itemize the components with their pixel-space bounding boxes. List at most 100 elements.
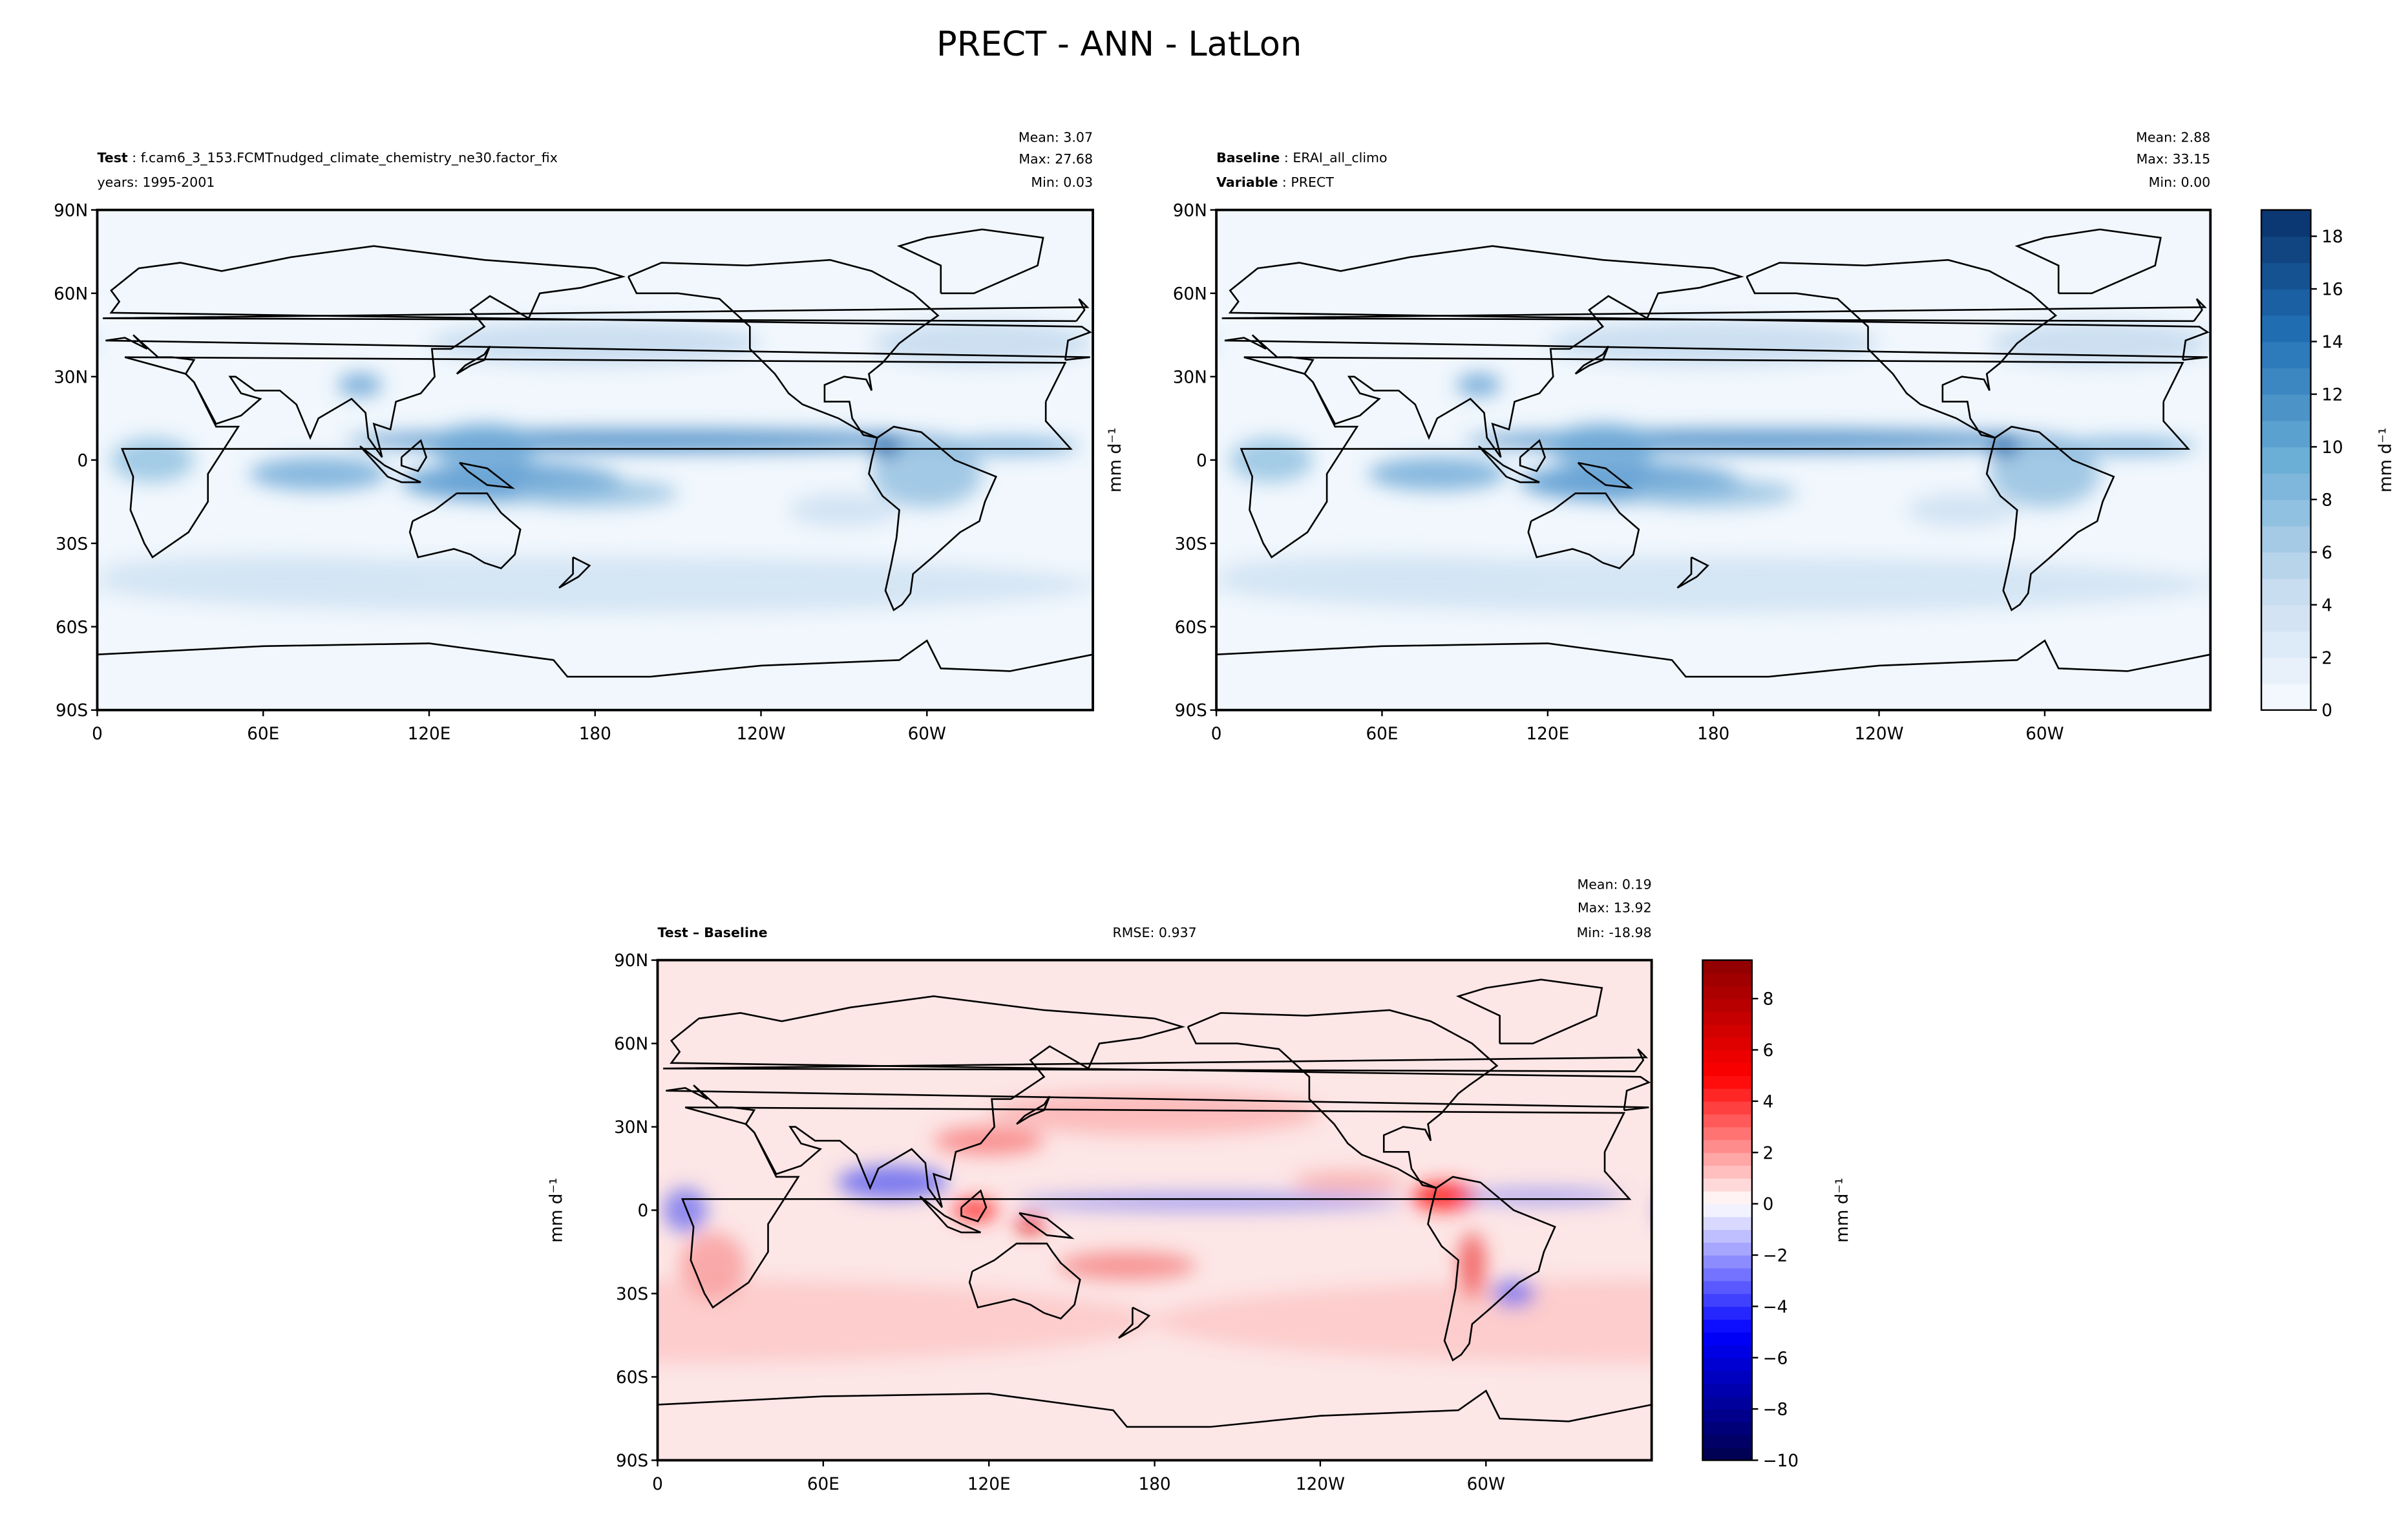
coastline <box>657 1404 658 1406</box>
coastline <box>1519 439 1547 472</box>
colorbar-tick-label: 2 <box>1763 1144 1774 1163</box>
field-contour <box>249 457 388 491</box>
lat-tick-label: 30S <box>616 1285 648 1304</box>
colorbar-tick-label: −2 <box>1763 1247 1788 1266</box>
coastline <box>1216 639 2211 678</box>
field-contour <box>111 438 195 483</box>
map-diff <box>0 960 2397 1461</box>
header-line: Test : f.cam6_3_153.FCMTnudged_climate_c… <box>97 150 557 166</box>
coastline <box>0 229 48 293</box>
field-contour <box>299 1171 409 1193</box>
colorbar-level <box>1702 1062 1752 1076</box>
field-contour <box>337 374 383 396</box>
stat-min: Min: 0.00 <box>2149 174 2211 190</box>
y-axis-label: mm d⁻¹ <box>1106 427 1125 492</box>
lon-tick-label: 60W <box>2025 724 2064 744</box>
colorbar-tick-label: −6 <box>1763 1349 1788 1368</box>
colorbar-level <box>1702 1383 1752 1397</box>
colorbar-tick-label: 14 <box>2321 333 2343 352</box>
lat-tick-label: 30N <box>54 368 88 387</box>
colorbar-level <box>1702 1050 1752 1064</box>
header-key: Variable <box>1216 174 1278 190</box>
colorbar-level <box>1702 1229 1752 1243</box>
lon-tick-label: 120W <box>1854 724 1903 744</box>
field-contour <box>2058 438 2197 455</box>
stat-min: Min: -18.98 <box>1577 925 1652 940</box>
coastline <box>663 1048 1649 1072</box>
field-contour <box>429 423 540 469</box>
coastline <box>2113 1307 2143 1338</box>
colorbar-level <box>2261 447 2311 474</box>
field-contour <box>512 479 679 507</box>
coastline <box>1914 1196 1974 1232</box>
coastline <box>0 427 1 610</box>
coastline <box>1019 1212 1075 1240</box>
field-contour <box>97 554 430 588</box>
lat-tick-label: 90S <box>616 1452 648 1471</box>
colorbar-tick-label: 6 <box>1763 1041 1774 1061</box>
field-contour <box>657 1280 1155 1363</box>
header-value: years: 1995-2001 <box>97 174 215 190</box>
coastline <box>919 1196 981 1234</box>
lon-tick-label: 120W <box>736 724 785 744</box>
lon-tick-label: 120E <box>1526 724 1569 744</box>
field-contour <box>788 493 900 527</box>
colorbar-level <box>2261 525 2311 553</box>
colorbar-level <box>2261 289 2311 316</box>
stat-max: Max: 13.92 <box>1578 900 1652 916</box>
colorbar-level <box>1702 1306 1752 1320</box>
field-contour <box>2011 1216 2038 1232</box>
map-test <box>0 209 1093 710</box>
coastline <box>657 1390 1652 1428</box>
colorbar-tick-label: −10 <box>1763 1452 1799 1471</box>
lat-tick-label: 90N <box>1173 201 1207 220</box>
colorbar-tick-label: 8 <box>1763 990 1774 1009</box>
colorbar-level <box>1702 1126 1752 1141</box>
header-line: years: 1995-2001 <box>97 174 215 190</box>
colorbar-level <box>1702 1178 1752 1192</box>
colorbar-level <box>1702 1434 1752 1448</box>
field-contour <box>1368 457 1506 491</box>
colorbar-level <box>1702 1114 1752 1128</box>
colorbar-level <box>1702 1447 1752 1461</box>
field-contour <box>1547 321 1879 366</box>
field-contour <box>2011 1194 2397 1210</box>
coastline <box>359 445 421 483</box>
field-contour <box>1989 440 2100 507</box>
field-contour <box>679 1232 746 1300</box>
coastline <box>103 298 1090 322</box>
colorbar-level <box>1702 1216 1752 1231</box>
field-contour <box>464 1232 492 1299</box>
colorbar-frame <box>1702 959 1753 1461</box>
colorbar-level <box>1702 1011 1752 1025</box>
field-contour <box>837 1165 948 1200</box>
field-contour <box>417 1183 484 1210</box>
colorbar-level <box>1702 960 1752 974</box>
colorbar-level <box>2261 604 2311 632</box>
colorbar-level <box>1702 1332 1752 1346</box>
lat-tick-label: 0 <box>77 451 88 470</box>
map-baseline <box>1216 209 2211 710</box>
coastline <box>434 1177 561 1360</box>
colorbar-level <box>2261 368 2311 395</box>
field-contour <box>1947 1199 1991 1221</box>
colorbar-level <box>1702 1396 1752 1410</box>
stat-mean: Mean: 2.88 <box>2136 130 2210 145</box>
lon-tick-label: 60W <box>1467 1475 1505 1494</box>
coastline <box>960 1189 987 1223</box>
lat-tick-label: 30S <box>1175 534 1207 554</box>
field-contour <box>0 1127 50 1155</box>
lon-tick-label: 0 <box>652 1475 663 1494</box>
colorbar-level <box>2261 552 2311 579</box>
field-contour <box>1458 1232 1486 1300</box>
header-value: : ERAI_all_climo <box>1280 150 1387 166</box>
field-contour <box>1928 1127 2038 1155</box>
colorbar-level <box>1702 1370 1752 1384</box>
field-contour <box>989 1090 1320 1136</box>
lon-tick-label: 120E <box>967 1475 1011 1494</box>
coastline <box>1240 356 2191 559</box>
colorbar-level <box>1702 1421 1752 1435</box>
field-contour <box>953 1199 998 1221</box>
